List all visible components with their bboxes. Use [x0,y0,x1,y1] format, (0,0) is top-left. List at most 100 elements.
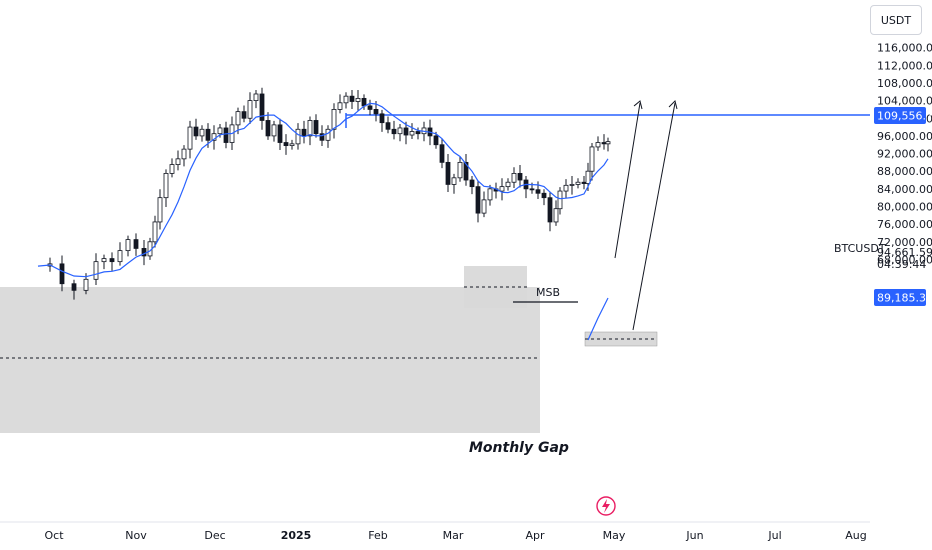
candle-body [445,161,451,185]
candle-body [205,128,211,141]
candle-body [457,161,463,179]
y-tick-label: 68,000.00 [877,253,932,266]
candle-body [563,184,569,192]
candle-body [451,177,457,185]
candle-body [391,128,397,135]
projection-arrow-2 [632,100,678,331]
candle-body [289,143,295,147]
candle-body [101,258,107,263]
currency-unit-button[interactable]: USDT [870,5,922,35]
candle-body [595,142,601,148]
svg-text:109,556.73: 109,556.73 [877,110,932,123]
candle-body [283,142,289,147]
candle-body [517,173,523,181]
candle-body [379,113,385,124]
candle-body [93,261,99,280]
candle-body [557,190,563,210]
projection-arrow-1 [614,100,643,259]
y-tick-label: 72,000.00 [877,236,932,249]
candle-body [601,142,607,145]
candle-body [163,173,169,199]
candle-body [469,179,475,188]
candle-body [575,181,581,185]
x-tick-label: Jul [767,529,781,542]
candle-body [367,105,373,110]
candle-body [439,144,445,163]
candle-body [605,141,611,145]
x-tick-label: Apr [525,529,545,542]
candle-body [463,161,469,181]
candle-body [175,158,181,165]
candle-body [59,263,65,285]
y-axis: 116,000.00 112,000.00 108,000.00 104,000.00… [877,42,932,267]
ma-price-badge: 89,185.36 [874,289,932,306]
x-tick-label: Mar [443,529,464,542]
candle-body [433,135,439,146]
x-tick-label: Nov [125,529,147,542]
svg-text:89,185.36: 89,185.36 [877,292,932,305]
candle-body [157,197,163,223]
candle-body [325,128,331,141]
y-tick-label: 112,000.00 [877,59,932,72]
last-price-badge: 94,661.59 04:39:44 [877,246,932,271]
y-tick-label: 76,000.00 [877,218,932,231]
x-tick-label: May [603,529,626,542]
candle-body [589,146,595,172]
lightning-icon[interactable] [596,496,616,516]
candle-body [223,127,229,143]
candle-body [125,239,131,252]
candle-body [499,186,505,192]
candle-body [193,126,199,137]
resistance-price-badge: 109,556.73 [874,107,932,124]
symbol-label: BTCUSDT [834,242,886,255]
x-axis: Oct Nov Dec 2025 Feb Mar Apr May Jun Jul Aug [44,529,866,542]
candle-body [117,250,123,263]
candle-body [475,186,481,214]
candle-body [271,124,277,137]
y-tick-label: 96,000.00 [877,130,932,143]
y-tick-label: 84,000.00 [877,183,932,196]
candle-body [319,133,325,141]
candle-body [199,128,205,137]
candle-body [295,128,301,145]
candle-body [313,120,319,135]
candle-body [361,97,367,107]
candle-body [511,173,517,183]
candle-body [109,258,115,263]
candle-body [569,184,575,186]
x-tick-label: Aug [845,529,866,542]
candle-body [133,239,139,249]
candle-body [481,199,487,214]
candle-body [505,181,511,188]
candle-body [152,221,158,243]
y-tick-label: 88,000.00 [877,165,932,178]
candle-body [83,278,89,291]
candle-body [265,120,271,137]
candle-body [253,93,259,101]
candle-body [71,283,77,291]
y-tick-label: 108,000.00 [877,77,932,90]
candle-body [397,127,403,135]
candle-body [241,111,247,119]
ma-projection-line [587,297,609,341]
candle-body [355,97,361,102]
countdown: 04:39:44 [877,258,926,271]
candle-body [187,126,193,150]
candle-body [307,120,313,137]
moving-average-line [37,102,609,278]
candle-body [529,188,535,191]
monthly-gap-zone [0,287,540,433]
x-tick-label: Dec [204,529,225,542]
candle-body [409,131,415,136]
msb-label: MSB [536,286,560,299]
x-tick-label: Feb [368,529,387,542]
candle-body [349,95,355,102]
candle-body [547,197,553,223]
candle-body [343,95,349,104]
candle-body [541,192,547,199]
candle-body [259,93,265,121]
svg-text:94,661.59: 94,661.59 [877,246,932,259]
candle-body [403,127,409,136]
candle-body [181,148,187,160]
